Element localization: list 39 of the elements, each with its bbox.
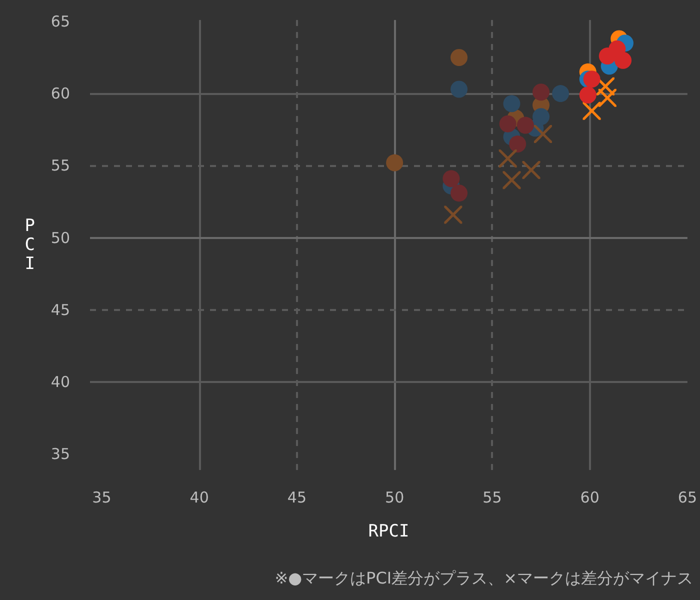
point	[499, 115, 516, 132]
x-axis-title: RPCI	[368, 522, 410, 542]
point	[522, 161, 540, 179]
point	[450, 184, 468, 202]
point	[498, 149, 517, 168]
point	[579, 86, 596, 104]
y-tick-label: 60	[50, 84, 70, 103]
point	[442, 170, 460, 188]
x-tick-label: 60	[580, 488, 600, 506]
x-tick-label: 55	[482, 488, 502, 506]
point	[444, 206, 462, 224]
point	[583, 70, 600, 88]
point	[503, 95, 520, 112]
y-tick-label: 50	[50, 228, 70, 247]
x-tick-label: 65	[678, 488, 698, 506]
point	[509, 136, 526, 153]
x-tick-label: 35	[92, 488, 112, 506]
point	[614, 52, 632, 69]
point	[502, 171, 521, 190]
point	[516, 116, 534, 134]
y-tick-label: 45	[50, 300, 70, 319]
y-tick-label: 65	[50, 12, 70, 30]
point	[450, 49, 468, 66]
point	[598, 48, 616, 65]
point	[582, 102, 601, 120]
point	[532, 84, 550, 101]
x-tick-label: 40	[190, 488, 209, 506]
point	[598, 88, 616, 107]
point	[450, 80, 468, 98]
y-tick-label: 35	[50, 445, 70, 464]
y-tick-label: 55	[50, 156, 70, 175]
y-tick-label: 40	[50, 373, 70, 392]
x-tick-label: 45	[287, 488, 307, 506]
x-tick-label: 50	[385, 488, 404, 506]
point	[386, 154, 404, 172]
y-axis-title: PCI	[24, 216, 35, 274]
point	[534, 124, 552, 143]
point	[552, 85, 570, 102]
text: ※●マークはPCI差分がプラス、×マークは差分がマイナス	[274, 568, 693, 588]
